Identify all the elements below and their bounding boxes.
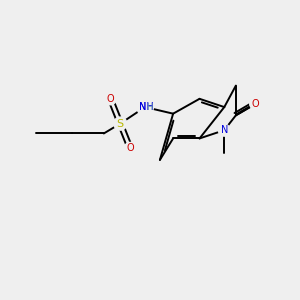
- Circle shape: [250, 98, 262, 110]
- Circle shape: [218, 124, 230, 136]
- Text: O: O: [252, 99, 260, 109]
- Text: H: H: [146, 103, 153, 112]
- Text: O: O: [106, 94, 114, 104]
- Text: S: S: [117, 118, 124, 129]
- Circle shape: [124, 142, 136, 154]
- Circle shape: [104, 93, 116, 105]
- Text: N: N: [220, 125, 228, 135]
- Text: O: O: [126, 143, 134, 153]
- Circle shape: [137, 99, 153, 116]
- Circle shape: [114, 117, 127, 130]
- Text: NH: NH: [139, 102, 154, 112]
- Text: N: N: [139, 102, 146, 112]
